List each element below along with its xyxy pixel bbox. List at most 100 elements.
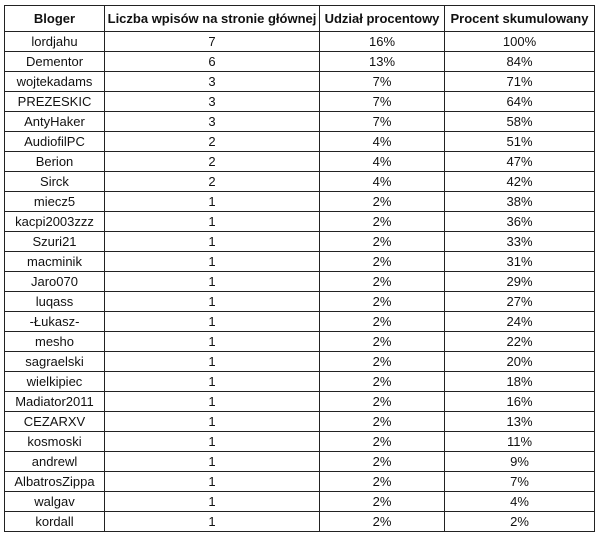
table-cell: AntyHaker	[4, 111, 105, 132]
header-cell: Liczba wpisów na stronie głównej	[104, 5, 320, 32]
table-row: AntyHaker 3 7% 58%	[4, 111, 595, 132]
table-cell: 7%	[319, 111, 445, 132]
table-row: macminik 1 2% 31%	[4, 251, 595, 272]
table-row: miecz5 1 2% 38%	[4, 191, 595, 212]
table: Bloger Liczba wpisów na stronie głównej Ud…	[4, 5, 595, 532]
table-cell: 84%	[444, 51, 595, 72]
table-cell: 29%	[444, 271, 595, 292]
table-row: luqass 1 2% 27%	[4, 291, 595, 312]
table-cell: 1	[104, 431, 320, 452]
table-cell: kacpi2003zzz	[4, 211, 105, 232]
table-row: Szuri21 1 2% 33%	[4, 231, 595, 252]
table-cell: 7%	[444, 471, 595, 492]
table-row: kordall 1 2% 2%	[4, 511, 595, 532]
table-cell: 1	[104, 271, 320, 292]
table-cell: 11%	[444, 431, 595, 452]
table-cell: 2%	[319, 251, 445, 272]
table-cell: -Łukasz-	[4, 311, 105, 332]
table-row: -Łukasz- 1 2% 24%	[4, 311, 595, 332]
table-cell: 2%	[319, 191, 445, 212]
table-cell: Sirck	[4, 171, 105, 192]
table-cell: 31%	[444, 251, 595, 272]
table-cell: 33%	[444, 231, 595, 252]
table-cell: PREZESKIC	[4, 91, 105, 112]
table-cell: 64%	[444, 91, 595, 112]
table-cell: kordall	[4, 511, 105, 532]
table-cell: sagraelski	[4, 351, 105, 372]
table-row: lordjahu 7 16% 100%	[4, 31, 595, 52]
table-cell: 13%	[319, 51, 445, 72]
table-cell: 24%	[444, 311, 595, 332]
table-cell: 2	[104, 151, 320, 172]
table-cell: Jaro070	[4, 271, 105, 292]
table-cell: 6	[104, 51, 320, 72]
table-cell: CEZARXV	[4, 411, 105, 432]
table-cell: 47%	[444, 151, 595, 172]
table-cell: walgav	[4, 491, 105, 512]
table-row: Dementor 6 13% 84%	[4, 51, 595, 72]
table-cell: AlbatrosZippa	[4, 471, 105, 492]
table-cell: 9%	[444, 451, 595, 472]
table-row: Sirck 2 4% 42%	[4, 171, 595, 192]
table-cell: macminik	[4, 251, 105, 272]
table-cell: 1	[104, 191, 320, 212]
table-row: AudiofilPC 2 4% 51%	[4, 131, 595, 152]
table-cell: wojtekadams	[4, 71, 105, 92]
table-row: Madiator2011 1 2% 16%	[4, 391, 595, 412]
table-cell: 36%	[444, 211, 595, 232]
table-cell: 2%	[319, 231, 445, 252]
table-cell: 2	[104, 171, 320, 192]
table-cell: 4%	[444, 491, 595, 512]
table-cell: 4%	[319, 151, 445, 172]
table-cell: 4%	[319, 131, 445, 152]
table-cell: 1	[104, 471, 320, 492]
table-cell: lordjahu	[4, 31, 105, 52]
header-row: Bloger Liczba wpisów na stronie głównej Ud…	[4, 5, 595, 32]
table-row: wojtekadams 3 7% 71%	[4, 71, 595, 92]
table-cell: 51%	[444, 131, 595, 152]
table-cell: 1	[104, 371, 320, 392]
table-cell: 2%	[319, 291, 445, 312]
table-body: lordjahu 7 16% 100% Dementor 6 13% 84% wojtekada…	[4, 31, 595, 532]
table-row: AlbatrosZippa 1 2% 7%	[4, 471, 595, 492]
table-row: kacpi2003zzz 1 2% 36%	[4, 211, 595, 232]
table-row: PREZESKIC 3 7% 64%	[4, 91, 595, 112]
table-cell: 2%	[319, 211, 445, 232]
table-cell: 1	[104, 511, 320, 532]
table-cell: Dementor	[4, 51, 105, 72]
table-cell: 2%	[319, 411, 445, 432]
table-cell: 2%	[319, 391, 445, 412]
table-cell: 16%	[444, 391, 595, 412]
table-cell: 22%	[444, 331, 595, 352]
table-cell: 3	[104, 91, 320, 112]
table-cell: AudiofilPC	[4, 131, 105, 152]
table-cell: 2%	[319, 311, 445, 332]
table-cell: 2%	[319, 471, 445, 492]
table-cell: 1	[104, 211, 320, 232]
table-row: kosmoski 1 2% 11%	[4, 431, 595, 452]
table-cell: 20%	[444, 351, 595, 372]
table-cell: 2%	[319, 491, 445, 512]
table-cell: 7	[104, 31, 320, 52]
table-cell: 1	[104, 491, 320, 512]
table-cell: 4%	[319, 171, 445, 192]
table-cell: Szuri21	[4, 231, 105, 252]
table-cell: andrewl	[4, 451, 105, 472]
table-row: Jaro070 1 2% 29%	[4, 271, 595, 292]
header-cell: Udział procentowy	[319, 5, 445, 32]
table-cell: 3	[104, 111, 320, 132]
table-cell: 71%	[444, 71, 595, 92]
table-cell: 7%	[319, 91, 445, 112]
table-row: CEZARXV 1 2% 13%	[4, 411, 595, 432]
table-row: sagraelski 1 2% 20%	[4, 351, 595, 372]
table-cell: Berion	[4, 151, 105, 172]
table-cell: 2%	[319, 271, 445, 292]
table-cell: 2%	[319, 331, 445, 352]
table-cell: 1	[104, 331, 320, 352]
table-cell: 7%	[319, 71, 445, 92]
table-cell: 18%	[444, 371, 595, 392]
table-cell: 100%	[444, 31, 595, 52]
table-cell: 2%	[319, 451, 445, 472]
table-row: Berion 2 4% 47%	[4, 151, 595, 172]
table-cell: 2	[104, 131, 320, 152]
